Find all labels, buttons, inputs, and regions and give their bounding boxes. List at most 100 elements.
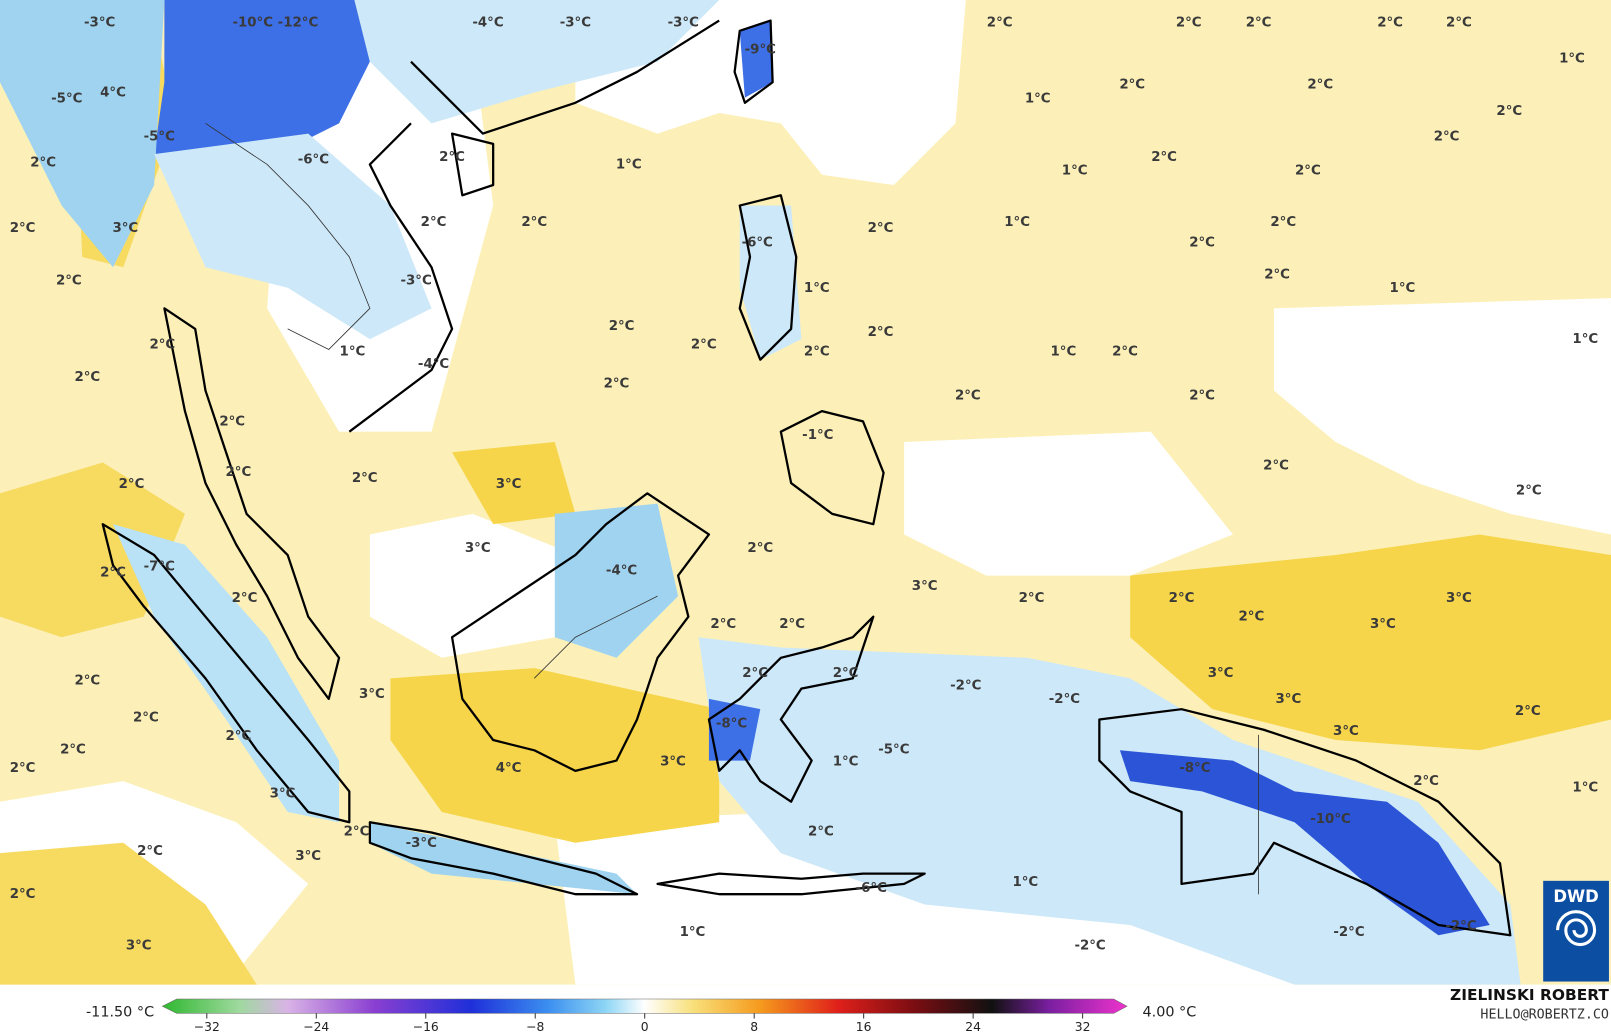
- temperature-label: 2°C: [808, 824, 834, 839]
- temperature-label: -9°C: [745, 42, 776, 57]
- temperature-label: -3°C: [400, 274, 431, 289]
- temperature-label: 3°C: [496, 477, 522, 492]
- colorbar-tick-label: 32: [1075, 1020, 1091, 1034]
- colorbar: -11.50 °C 4.00 °C −32 −24 −16 −8 0 8 16 24 32: [86, 998, 1196, 1034]
- temperature-label: 2°C: [1112, 345, 1138, 360]
- dwd-logo: [1543, 880, 1609, 982]
- temperature-label: -6°C: [298, 152, 329, 167]
- temperature-label: 2°C: [609, 319, 635, 334]
- temperature-label: 2°C: [1239, 610, 1265, 625]
- temperature-label: 2°C: [149, 337, 175, 352]
- temperature-label: -1°C: [802, 428, 833, 443]
- temperature-label: 2°C: [1377, 16, 1403, 31]
- borders: [205, 122, 1260, 895]
- colorbar-bar: [161, 998, 1128, 1014]
- temperature-label: 1°C: [340, 345, 366, 360]
- temperature-label: 2°C: [225, 729, 251, 744]
- temperature-label: 2°C: [119, 477, 145, 492]
- colorbar-tick-label: 24: [965, 1020, 981, 1034]
- temperature-label: -10°C: [1310, 812, 1351, 827]
- temperature-label: 3°C: [1370, 617, 1396, 632]
- temperature-label: -3°C: [560, 16, 591, 31]
- temperature-label: 1°C: [616, 157, 642, 172]
- temperature-label: 2°C: [1307, 77, 1333, 92]
- temperature-label: 2°C: [10, 887, 36, 902]
- temperature-label: -8°C: [716, 717, 747, 732]
- temperature-label: 2°C: [710, 617, 736, 632]
- temperature-label: -3°C: [668, 16, 699, 31]
- temperature-label: 1°C: [1062, 164, 1088, 179]
- temperature-label: 2°C: [421, 215, 447, 230]
- temperature-label: 2°C: [1496, 104, 1522, 119]
- min-label: -11.50 °C: [86, 1004, 154, 1020]
- temperature-label: -4°C: [472, 16, 503, 31]
- temperature-label: 3°C: [465, 541, 491, 556]
- temperature-label: -5°C: [878, 742, 909, 757]
- temperature-label: 1°C: [1572, 780, 1598, 795]
- temperature-label: 2°C: [1119, 77, 1145, 92]
- temperature-label: 3°C: [1276, 692, 1302, 707]
- logo-swirl: [1556, 910, 1597, 947]
- max-label: 4.00 °C: [1142, 1004, 1196, 1020]
- temperature-label: 2°C: [987, 16, 1013, 31]
- temperature-label: 2°C: [10, 761, 36, 776]
- temperature-label: 2°C: [219, 414, 245, 429]
- temperature-label: 2°C: [225, 465, 251, 480]
- temperature-label: -2°C: [1333, 925, 1364, 940]
- temperature-label: 2°C: [833, 666, 859, 681]
- temperature-label: 2°C: [1516, 483, 1542, 498]
- temperature-label: 2°C: [1151, 150, 1177, 165]
- temperature-label: 2°C: [133, 710, 159, 725]
- temperature-label: 3°C: [1333, 724, 1359, 739]
- temperature-label: 2°C: [955, 389, 981, 404]
- temperature-label: 2°C: [352, 471, 378, 486]
- credit-email: HELLO@ROBERTZ.CO: [1480, 1008, 1609, 1023]
- temperature-label: 2°C: [1264, 267, 1290, 282]
- temperature-label: -2°C: [1074, 939, 1105, 954]
- temperature-label: 2°C: [1446, 16, 1472, 31]
- temperature-label: 2°C: [1019, 591, 1045, 606]
- temperature-label: -2°C: [950, 679, 981, 694]
- temperature-label: 2°C: [1413, 774, 1439, 789]
- temperature-label: -2°C: [1049, 692, 1080, 707]
- temperature-label: -3°C: [406, 836, 437, 851]
- map-background: [0, 0, 1611, 985]
- temperature-label: 2°C: [868, 325, 894, 340]
- temperature-label: 4°C: [100, 86, 126, 101]
- temperature-label: 2°C: [56, 274, 82, 289]
- temperature-label: 2°C: [1176, 16, 1202, 31]
- temperature-label: -4°C: [418, 357, 449, 372]
- temperature-label: 3°C: [126, 939, 152, 954]
- temperature-label: 4°C: [496, 761, 522, 776]
- temperature-label: 1°C: [1572, 332, 1598, 347]
- temperature-label: 2°C: [60, 742, 86, 757]
- temperature-label: 3°C: [660, 755, 686, 770]
- temperature-label: 3°C: [295, 849, 321, 864]
- temperature-label: 1°C: [1559, 52, 1585, 67]
- temperature-label: 2°C: [1189, 236, 1215, 251]
- logo-text: DWD: [1553, 887, 1598, 906]
- temperature-label: 3°C: [270, 786, 296, 801]
- temperature-label: 2°C: [1169, 591, 1195, 606]
- temperature-label: 1°C: [1004, 215, 1030, 230]
- temperature-label: -7°C: [144, 559, 175, 574]
- temperature-label: 1°C: [680, 925, 706, 940]
- temperature-label: 2°C: [232, 591, 258, 606]
- temperature-label: 1°C: [804, 281, 830, 296]
- temperature-label: 2°C: [742, 666, 768, 681]
- temperature-label: 2°C: [691, 337, 717, 352]
- temperature-label: 2°C: [804, 345, 830, 360]
- temperature-label: 1°C: [1051, 345, 1077, 360]
- temperature-label: 3°C: [1208, 666, 1234, 681]
- temperature-label: 2°C: [74, 673, 100, 688]
- temperature-label: 2°C: [439, 150, 465, 165]
- temperature-label: -2°C: [1445, 919, 1476, 934]
- temperature-label: 2°C: [779, 617, 805, 632]
- temperature-label: 1°C: [1390, 281, 1416, 296]
- temperature-label: 2°C: [1434, 130, 1460, 145]
- colorbar-tick-label: 8: [750, 1020, 758, 1034]
- temperature-label: 2°C: [747, 541, 773, 556]
- temperature-label: 1°C: [1012, 875, 1038, 890]
- temperature-label: 2°C: [868, 221, 894, 236]
